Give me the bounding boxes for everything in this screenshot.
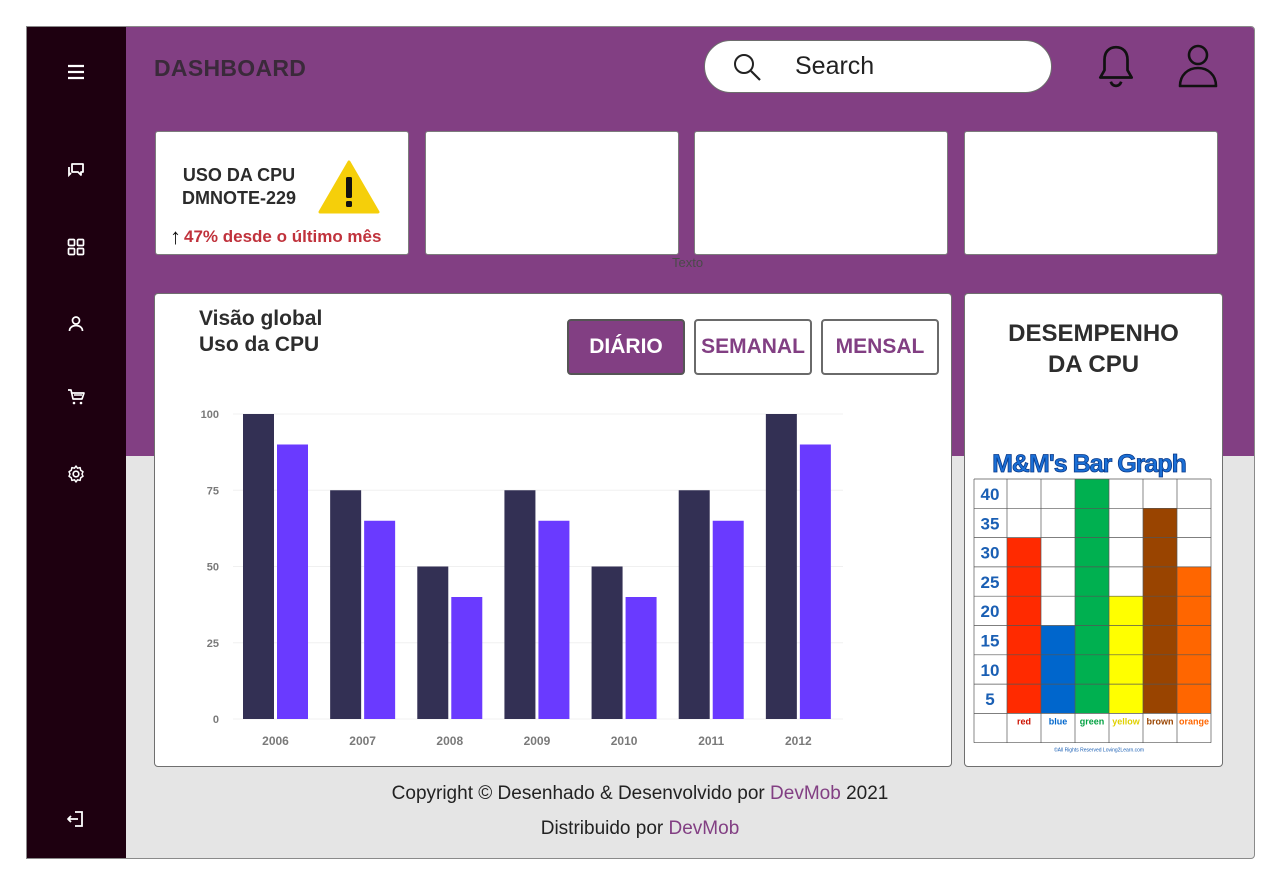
empty-card-2[interactable] — [425, 131, 679, 255]
mm-y-label: 25 — [981, 573, 1000, 592]
mm-y-label: 20 — [981, 602, 1000, 621]
sidebar — [27, 27, 126, 858]
mm-graph-title: M&M's Bar Graph — [992, 450, 1186, 478]
footer-brand-link[interactable]: DevMob — [770, 783, 841, 804]
mm-y-label: 35 — [981, 514, 1000, 533]
y-tick-label: 25 — [207, 638, 219, 650]
mm-bar — [1143, 508, 1177, 714]
placeholder-label: Texto — [672, 255, 704, 270]
overview-title: Visão global Uso da CPU — [199, 306, 322, 358]
mm-y-label: 40 — [981, 485, 1000, 504]
arrow-up-icon: ↑ — [170, 224, 181, 249]
card-title-line1: USO DA CPU — [182, 165, 296, 185]
footer-brand-link-2[interactable]: DevMob — [668, 818, 740, 839]
mm-bar — [1177, 566, 1211, 714]
x-tick-label: 2011 — [698, 734, 724, 748]
x-tick-label: 2008 — [436, 734, 463, 748]
bar — [625, 597, 657, 719]
app-frame: DASHBOARD USO DA CPU DMNOTE-229 ↑ 47% de… — [26, 26, 1255, 859]
search-icon — [734, 53, 761, 81]
footer-distribution-text: Distribuido por — [540, 818, 669, 839]
performance-title-line1: DESEMPENHO — [1008, 320, 1179, 347]
profile-icon[interactable] — [1175, 41, 1221, 91]
bell-icon[interactable] — [1093, 41, 1139, 91]
bar — [712, 520, 744, 719]
search-bar[interactable] — [704, 40, 1052, 93]
mm-x-label: red — [1017, 716, 1031, 726]
logout-icon[interactable] — [63, 806, 89, 832]
menu-icon[interactable] — [63, 59, 89, 85]
bar — [243, 414, 274, 719]
bar — [591, 566, 623, 719]
empty-card-3[interactable] — [694, 131, 948, 255]
change-stat: ↑ 47% desde o último mês — [170, 224, 381, 250]
footer-year: 2021 — [840, 783, 889, 804]
gear-icon[interactable] — [63, 461, 89, 487]
user-icon[interactable] — [63, 311, 89, 337]
x-tick-label: 2009 — [524, 734, 551, 748]
mm-x-label: yellow — [1112, 716, 1141, 726]
mm-y-label: 10 — [981, 661, 1000, 680]
mm-bar-graph: M&M's Bar Graph 40 35 30 25 20 15 10 5 red blue gre… — [973, 450, 1212, 754]
grid-icon[interactable] — [63, 234, 89, 260]
mm-footnote: ©All Rights Reserved Loving2Learn.com — [1054, 747, 1144, 754]
overview-title-line2: Uso da CPU — [199, 333, 320, 356]
bar — [765, 414, 797, 719]
tab-mensal[interactable]: MENSAL — [821, 319, 939, 375]
y-tick-label: 50 — [207, 562, 219, 574]
x-tick-label: 2012 — [785, 734, 812, 748]
performance-panel: DESEMPENHO DA CPU M&M's Bar Graph 40 35 30 2… — [964, 293, 1223, 767]
bar-chart-svg: 0 25 50 75 100 2006 2007 2008 2009 2010 2011 2012 — [201, 409, 843, 748]
search-input[interactable] — [793, 51, 1017, 82]
warning-icon — [318, 159, 380, 220]
chat-icon[interactable] — [63, 157, 89, 183]
bar — [451, 597, 483, 719]
bar — [330, 490, 362, 719]
bar — [504, 490, 536, 719]
mm-y-label: 5 — [985, 690, 994, 709]
performance-title-line2: DA CPU — [1047, 351, 1140, 378]
cpu-usage-card[interactable]: USO DA CPU DMNOTE-229 ↑ 47% desde o últi… — [155, 131, 409, 255]
y-tick-label: 75 — [207, 485, 219, 497]
mm-y-label: 30 — [981, 544, 1000, 563]
footer-copyright-text: Copyright © Desenhado & Desenvolvido por — [391, 783, 771, 804]
mm-x-label: blue — [1049, 716, 1068, 726]
bar — [678, 490, 710, 719]
cpu-bar-chart: 0 25 50 75 100 2006 2007 2008 2009 2010 2011 2012 — [155, 294, 950, 765]
bar — [364, 520, 396, 719]
y-tick-label: 0 — [213, 714, 219, 726]
bar — [538, 520, 570, 719]
empty-card-4[interactable] — [964, 131, 1218, 255]
bar — [799, 444, 831, 719]
bar — [417, 566, 449, 719]
y-tick-label: 100 — [201, 409, 219, 421]
x-tick-label: 2006 — [262, 734, 289, 748]
cart-icon[interactable] — [63, 384, 89, 410]
overview-title-line1: Visão global — [199, 307, 323, 330]
mm-y-label: 15 — [981, 632, 1000, 651]
x-tick-label: 2010 — [611, 734, 638, 748]
mm-x-label: brown — [1147, 716, 1174, 726]
mm-x-label: green — [1080, 716, 1105, 726]
card-title-line2: DMNOTE-229 — [182, 188, 297, 208]
x-tick-label: 2007 — [349, 734, 376, 748]
tab-diario[interactable]: DIÁRIO — [567, 319, 685, 375]
tab-semanal[interactable]: SEMANAL — [694, 319, 812, 375]
overview-panel: Visão global Uso da CPU DIÁRIO SEMANAL M… — [154, 293, 952, 767]
footer-distribution: Distribuido por DevMob — [0, 818, 1280, 840]
change-text: 47% desde o último mês — [184, 227, 382, 246]
mm-x-label: orange — [1179, 716, 1209, 726]
performance-title: DESEMPENHO DA CPU — [965, 318, 1222, 380]
page-title: DASHBOARD — [154, 55, 307, 81]
footer-copyright: Copyright © Desenhado & Desenvolvido por… — [0, 783, 1280, 805]
bar — [277, 444, 308, 719]
card-title: USO DA CPU DMNOTE-229 — [182, 164, 296, 210]
mm-bar — [1041, 625, 1075, 714]
